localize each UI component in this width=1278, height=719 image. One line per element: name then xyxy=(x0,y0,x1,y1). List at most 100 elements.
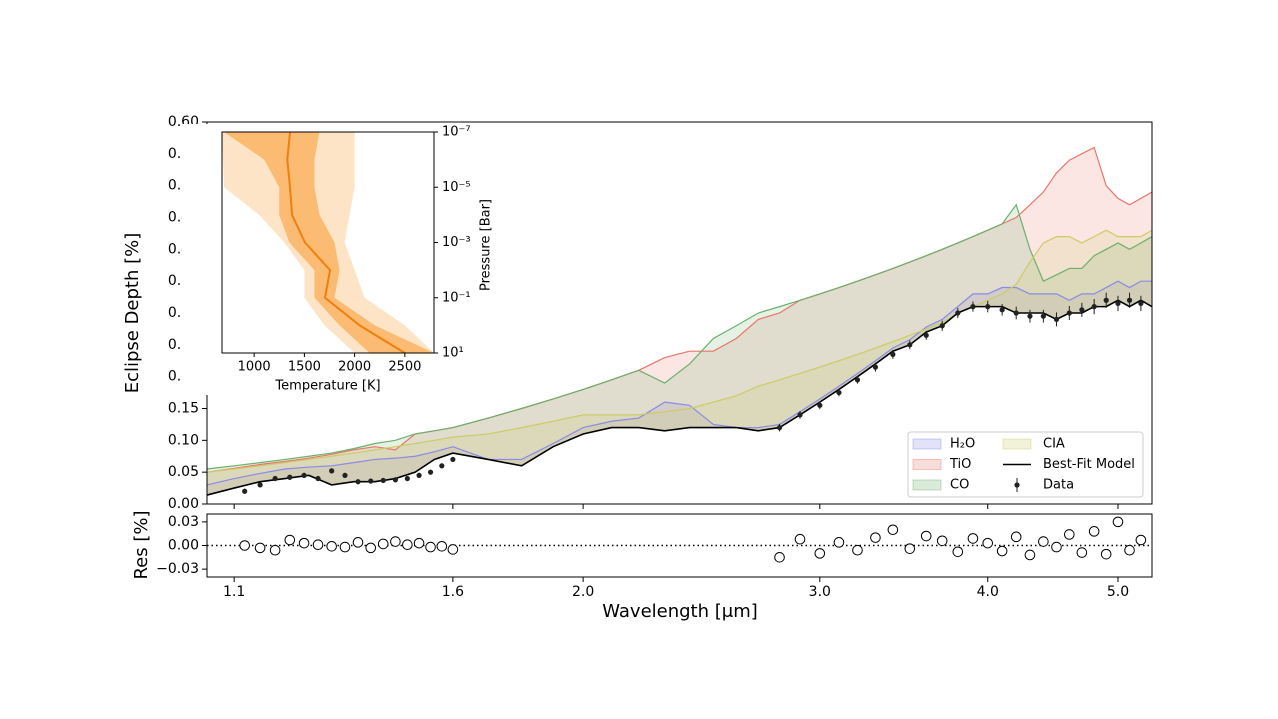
residual-point xyxy=(774,552,785,563)
data-point xyxy=(907,342,913,348)
data-point xyxy=(890,351,896,357)
inset-x-label: Temperature [K] xyxy=(274,379,380,394)
y-tick-label: 0.03 xyxy=(168,514,199,530)
data-point xyxy=(242,488,248,494)
residual-point xyxy=(996,545,1008,557)
species-line xyxy=(206,229,1153,473)
data-point xyxy=(1027,313,1033,319)
area-band xyxy=(207,281,1152,496)
legend-patch xyxy=(912,459,942,470)
legend-label: H₂O xyxy=(950,437,975,452)
legend-label: TiO xyxy=(949,457,971,472)
y-tick-label: 0.00 xyxy=(168,538,199,554)
data-point xyxy=(836,389,842,396)
x-axis-label: Wavelength [μm] xyxy=(602,601,758,622)
data-point xyxy=(1079,307,1085,313)
inset-frame xyxy=(221,131,435,354)
x-tick-label: 1.1 xyxy=(223,584,245,600)
data-point xyxy=(872,364,879,370)
data-point xyxy=(999,307,1005,313)
data-point xyxy=(1040,313,1046,319)
data-point xyxy=(1091,304,1097,310)
x-tick-label: 2000 xyxy=(338,360,371,375)
residual-point xyxy=(269,544,281,556)
data-point xyxy=(970,304,976,310)
residual-point xyxy=(982,537,994,549)
residual-point xyxy=(870,532,881,543)
data-point xyxy=(427,469,434,475)
residual-point xyxy=(1124,544,1135,556)
data-point xyxy=(342,472,348,478)
residual-point xyxy=(936,535,948,547)
legend: H₂O TiO CO CIA Best-Fit Model Data xyxy=(907,431,1144,498)
data-point xyxy=(301,472,307,478)
residual-point xyxy=(814,548,826,559)
residual-point xyxy=(436,540,448,552)
residual-point xyxy=(1024,549,1036,561)
residual-point xyxy=(254,542,266,554)
x-tick-label: 1000 xyxy=(238,360,271,375)
legend-label: CIA xyxy=(1043,437,1065,452)
legend-patch xyxy=(912,479,942,491)
legend-label: CO xyxy=(950,478,969,493)
residual-point xyxy=(1038,536,1049,547)
data-point xyxy=(439,463,445,469)
residual-point xyxy=(402,539,413,551)
y-tick-label: 0.05 xyxy=(168,464,199,480)
residual-point xyxy=(887,524,899,536)
residual-point xyxy=(390,536,401,547)
species-line xyxy=(206,203,1153,470)
legend-patch xyxy=(1002,438,1032,450)
residual-point xyxy=(377,538,389,550)
data-point xyxy=(329,468,335,474)
legend-label: Best-Fit Model xyxy=(1043,457,1135,472)
x-tick-label: 1500 xyxy=(288,360,321,375)
data-point xyxy=(955,310,961,316)
residual-point xyxy=(952,546,964,558)
residual-frame xyxy=(206,513,1153,578)
residual-point xyxy=(1100,548,1112,560)
residual-point xyxy=(1076,547,1088,558)
data-point xyxy=(392,477,399,483)
y-axis-label: Eclipse Depth [%] xyxy=(122,233,143,394)
y-tick-label: 0.15 xyxy=(168,401,199,417)
data-point xyxy=(368,478,374,484)
data-point xyxy=(315,475,321,482)
residual-point xyxy=(339,541,351,553)
data-point xyxy=(923,332,929,338)
residual-point xyxy=(284,534,296,546)
residual-point xyxy=(326,540,337,552)
data-point xyxy=(1013,310,1019,316)
legend-point xyxy=(1014,482,1020,488)
residual-point xyxy=(239,540,250,551)
residual-point xyxy=(365,542,377,554)
y-tick-label: 10⁻¹ xyxy=(442,290,471,305)
data-point xyxy=(1066,310,1072,316)
residual-point xyxy=(904,543,916,554)
residual-point xyxy=(1135,534,1147,546)
x-tick-label: 3.0 xyxy=(809,584,831,600)
data-point xyxy=(1138,300,1144,307)
legend-label: Data xyxy=(1043,478,1074,493)
data-point xyxy=(287,474,293,480)
confidence-band xyxy=(224,132,434,353)
area-band xyxy=(207,204,1152,496)
residual-point xyxy=(1064,529,1075,540)
data-point xyxy=(939,323,945,329)
residual-point xyxy=(425,541,436,553)
data-point xyxy=(1115,300,1121,307)
data-point xyxy=(416,472,422,478)
data-point xyxy=(854,377,861,383)
data-point xyxy=(776,425,783,431)
data-point xyxy=(1053,316,1060,322)
data-point xyxy=(380,477,386,484)
residual-point xyxy=(298,537,310,549)
y-tick-label: 10⁻⁷ xyxy=(442,125,471,140)
y-tick-label: 10⁻³ xyxy=(442,235,471,250)
residual-point xyxy=(967,533,979,544)
data-point xyxy=(1103,297,1109,303)
data-point xyxy=(450,456,456,463)
data-point xyxy=(257,482,263,488)
x-tick-label: 4.0 xyxy=(977,584,999,600)
residual-point xyxy=(852,544,863,556)
